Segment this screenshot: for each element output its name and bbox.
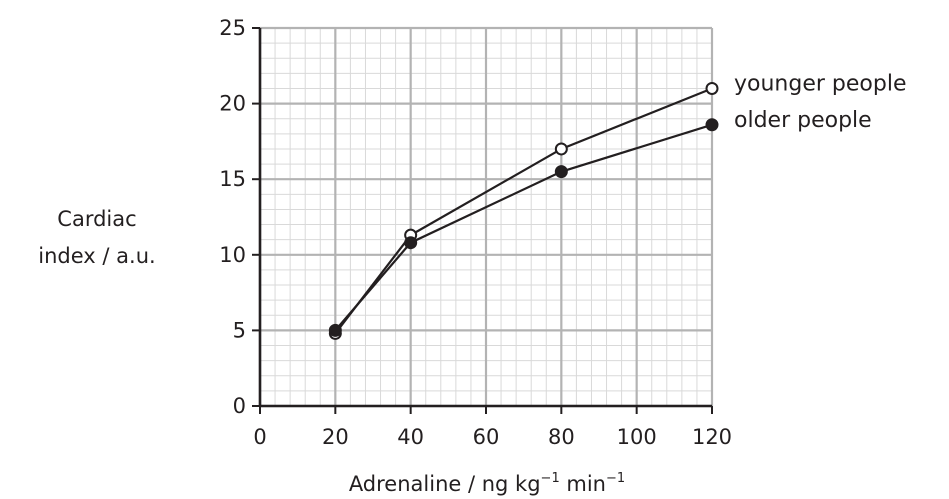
y-tick-label: 25	[219, 16, 246, 40]
x-axis-label-sup-2: −1	[606, 471, 625, 486]
y-tick-label: 20	[219, 92, 246, 116]
filled-circle-marker	[404, 236, 418, 250]
x-axis-label-main: Adrenaline / ng kg	[349, 472, 541, 496]
y-axis-label-line-1: Cardiac	[57, 207, 136, 231]
x-axis-label-unit-2: min	[560, 472, 606, 496]
axes	[252, 27, 713, 414]
x-axis-label: Adrenaline / ng kg−1 min−1	[349, 471, 625, 496]
x-tick-label: 40	[397, 425, 424, 449]
x-tick-label: 100	[617, 425, 657, 449]
x-tick-label: 20	[322, 425, 349, 449]
filled-circle-marker	[554, 165, 568, 179]
x-tick-label: 60	[473, 425, 500, 449]
y-tick-label: 15	[219, 167, 246, 191]
x-tick-label: 120	[692, 425, 732, 449]
x-axis-label-sup-1: −1	[541, 471, 560, 486]
y-tick-label: 0	[233, 394, 246, 418]
filled-circle-marker	[705, 118, 719, 132]
data-series	[328, 81, 719, 340]
x-tick-label: 80	[548, 425, 575, 449]
legend-entry-0: younger people	[734, 71, 906, 96]
open-circle-marker	[554, 142, 568, 156]
open-circle-marker	[705, 81, 719, 95]
series-line-0	[334, 87, 713, 335]
y-axis-label-line-2: index / a.u.	[38, 244, 155, 268]
series-line-1	[334, 123, 713, 332]
y-tick-label: 10	[219, 243, 246, 267]
major-grid	[258, 26, 714, 408]
legend-entry-1: older people	[734, 108, 872, 133]
tick-labels: 0 5 10 15 20 25 0 20 40 60 80 100 120	[219, 16, 732, 449]
x-tick-label: 0	[253, 425, 266, 449]
filled-circle-marker	[328, 323, 342, 337]
y-tick-label: 5	[233, 318, 246, 342]
legend: younger people older people	[734, 71, 906, 132]
